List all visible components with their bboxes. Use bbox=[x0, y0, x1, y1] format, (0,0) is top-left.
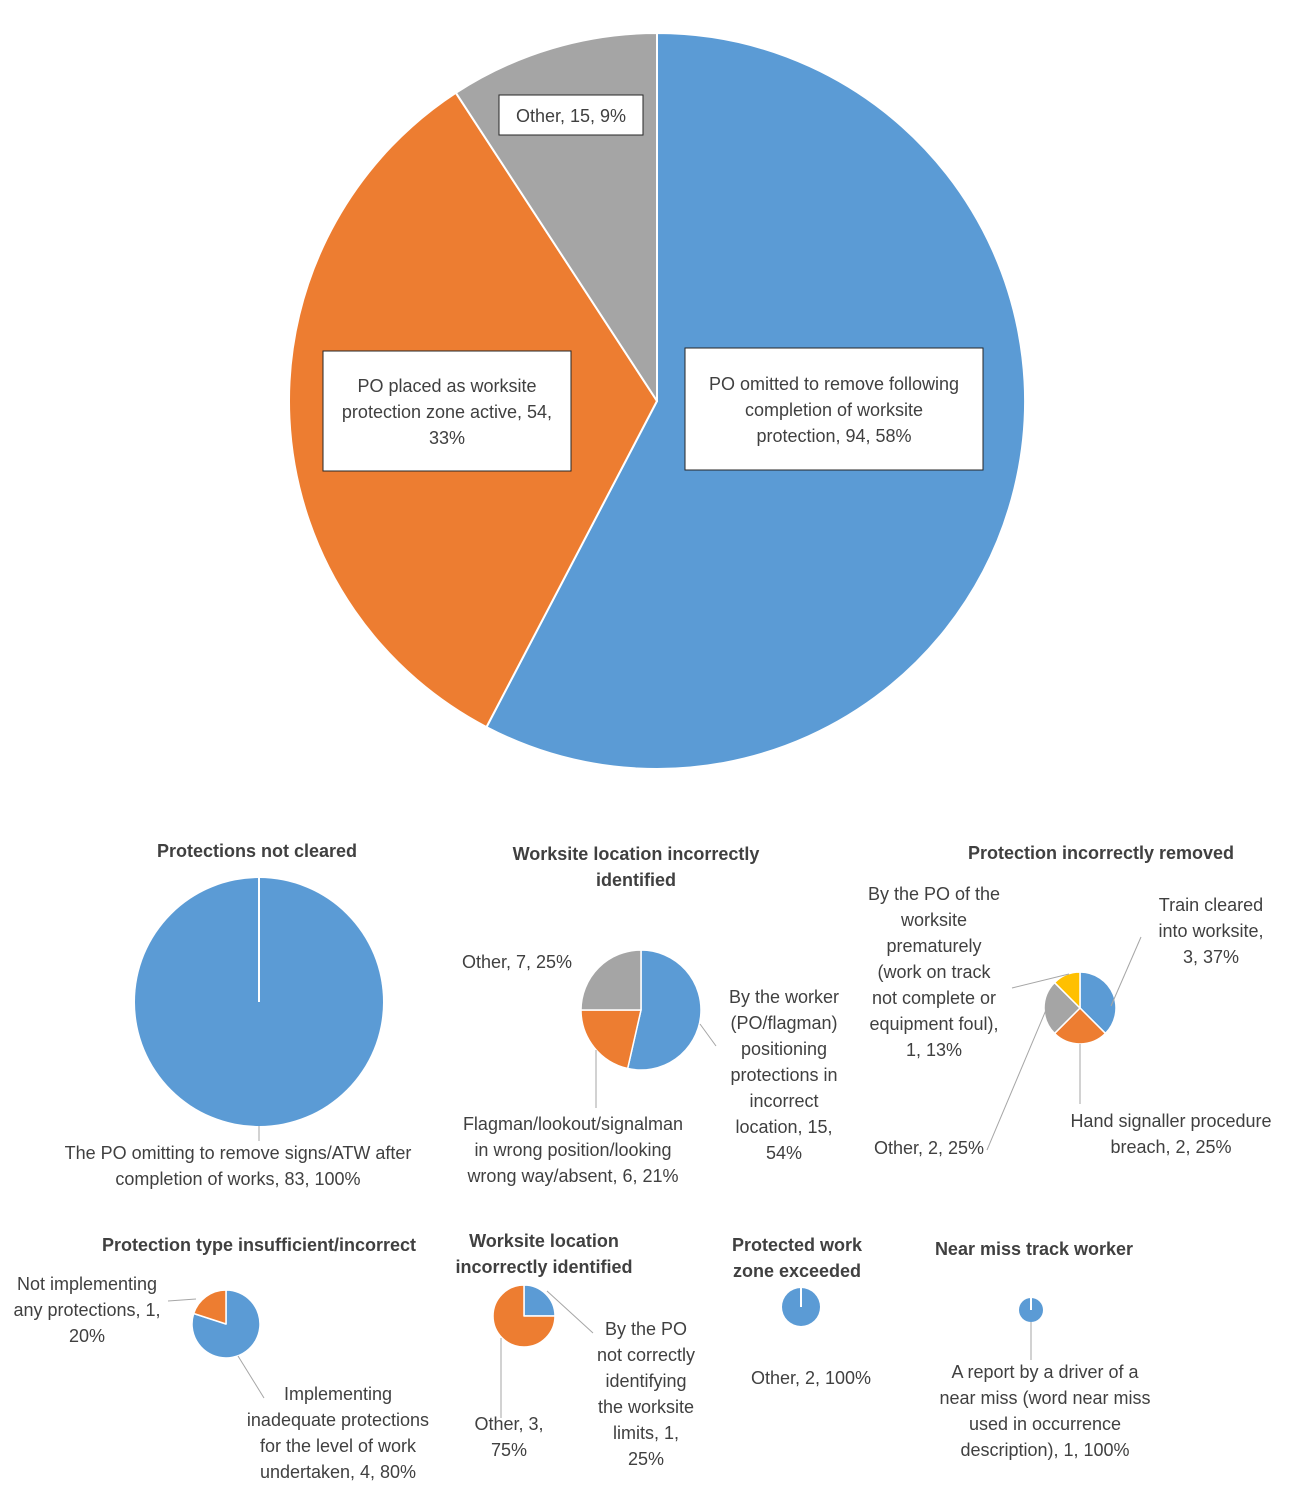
chart-title: Protection incorrectly removed bbox=[968, 843, 1234, 863]
data-label: Implementing inadequate protections for th… bbox=[247, 1384, 429, 1482]
data-label: By the PO of the worksite prematurely (work… bbox=[868, 884, 1000, 1060]
data-label: PO placed as worksite protection zone act… bbox=[342, 376, 552, 448]
data-label: Other, 2, 100% bbox=[751, 1368, 871, 1388]
leader-line bbox=[237, 1355, 265, 1399]
data-label-box bbox=[498, 94, 644, 136]
pie-slice bbox=[580, 949, 642, 1011]
leader-line bbox=[699, 1023, 717, 1047]
data-label: Other, 15, 9% bbox=[516, 106, 626, 126]
pie-chart-near-miss: Near miss track worker A report by a driv… bbox=[935, 1239, 1151, 1460]
chart-title: Protection type insufficient/incorrect bbox=[102, 1235, 416, 1255]
data-label: Not implementing any protections, 1, 20% bbox=[13, 1274, 160, 1346]
data-label: Hand signaller procedure breach, 2, 25% bbox=[1070, 1111, 1271, 1157]
pie-slice bbox=[580, 1009, 642, 1070]
data-label-box bbox=[322, 350, 572, 472]
chart-title: Near miss track worker bbox=[935, 1239, 1133, 1259]
chart-title: Protected work zone exceeded bbox=[732, 1235, 863, 1281]
pie-chart-protections-not-cleared: Protections not cleared The PO omitting t… bbox=[65, 841, 412, 1189]
data-label: PO omitted to remove following completion… bbox=[709, 374, 959, 446]
pie-slice bbox=[626, 949, 702, 1071]
leader-line bbox=[1110, 936, 1142, 1007]
pie-slice bbox=[492, 1284, 556, 1348]
data-label: The PO omitting to remove signs/ATW afte… bbox=[65, 1143, 412, 1189]
data-label: Other, 7, 25% bbox=[462, 952, 572, 972]
pie-slice bbox=[191, 1289, 261, 1359]
data-label-box bbox=[684, 347, 984, 471]
data-label: Train cleared into worksite, 3, 37% bbox=[1158, 895, 1263, 967]
pie-chart-worksite-location-1: Worksite location incorrectly identified B… bbox=[462, 844, 839, 1186]
pie-chart-worksite-location-2: Worksite location incorrectly identified B… bbox=[455, 1231, 695, 1469]
pie-slice bbox=[192, 1289, 227, 1325]
chart-title: Protections not cleared bbox=[157, 841, 357, 861]
chart-title: Worksite location incorrectly identified bbox=[513, 844, 760, 890]
pie-chart-protection-type: Protection type insufficient/incorrect Im… bbox=[13, 1235, 429, 1482]
pie-chart-protection-incorrectly-removed: Protection incorrectly removed Train clea… bbox=[868, 843, 1272, 1158]
leader-line bbox=[167, 1298, 197, 1302]
data-label: Flagman/lookout/signalman in wrong positi… bbox=[463, 1114, 683, 1186]
data-label: Other, 2, 25% bbox=[874, 1138, 984, 1158]
pie-slice bbox=[1079, 971, 1117, 1035]
pie-chart-protected-work-zone: Protected work zone exceeded Other, 2, 100… bbox=[732, 1235, 871, 1388]
data-label: By the worker (PO/flagman) positioning prot… bbox=[729, 987, 839, 1163]
pie-slice bbox=[523, 1284, 556, 1317]
data-label: By the PO not correctly identifying the wor… bbox=[597, 1319, 695, 1469]
data-label: Other, 3, 75% bbox=[474, 1414, 543, 1460]
leader-line bbox=[986, 1009, 1047, 1151]
pie-chart-main: PO omitted to remove following completion… bbox=[288, 32, 1026, 770]
pie-slice bbox=[1043, 981, 1081, 1035]
data-label: A report by a driver of a near miss (word… bbox=[939, 1362, 1150, 1460]
chart-title: Worksite location incorrectly identified bbox=[455, 1231, 632, 1277]
leader-line bbox=[1011, 973, 1070, 989]
leader-line bbox=[546, 1290, 594, 1334]
